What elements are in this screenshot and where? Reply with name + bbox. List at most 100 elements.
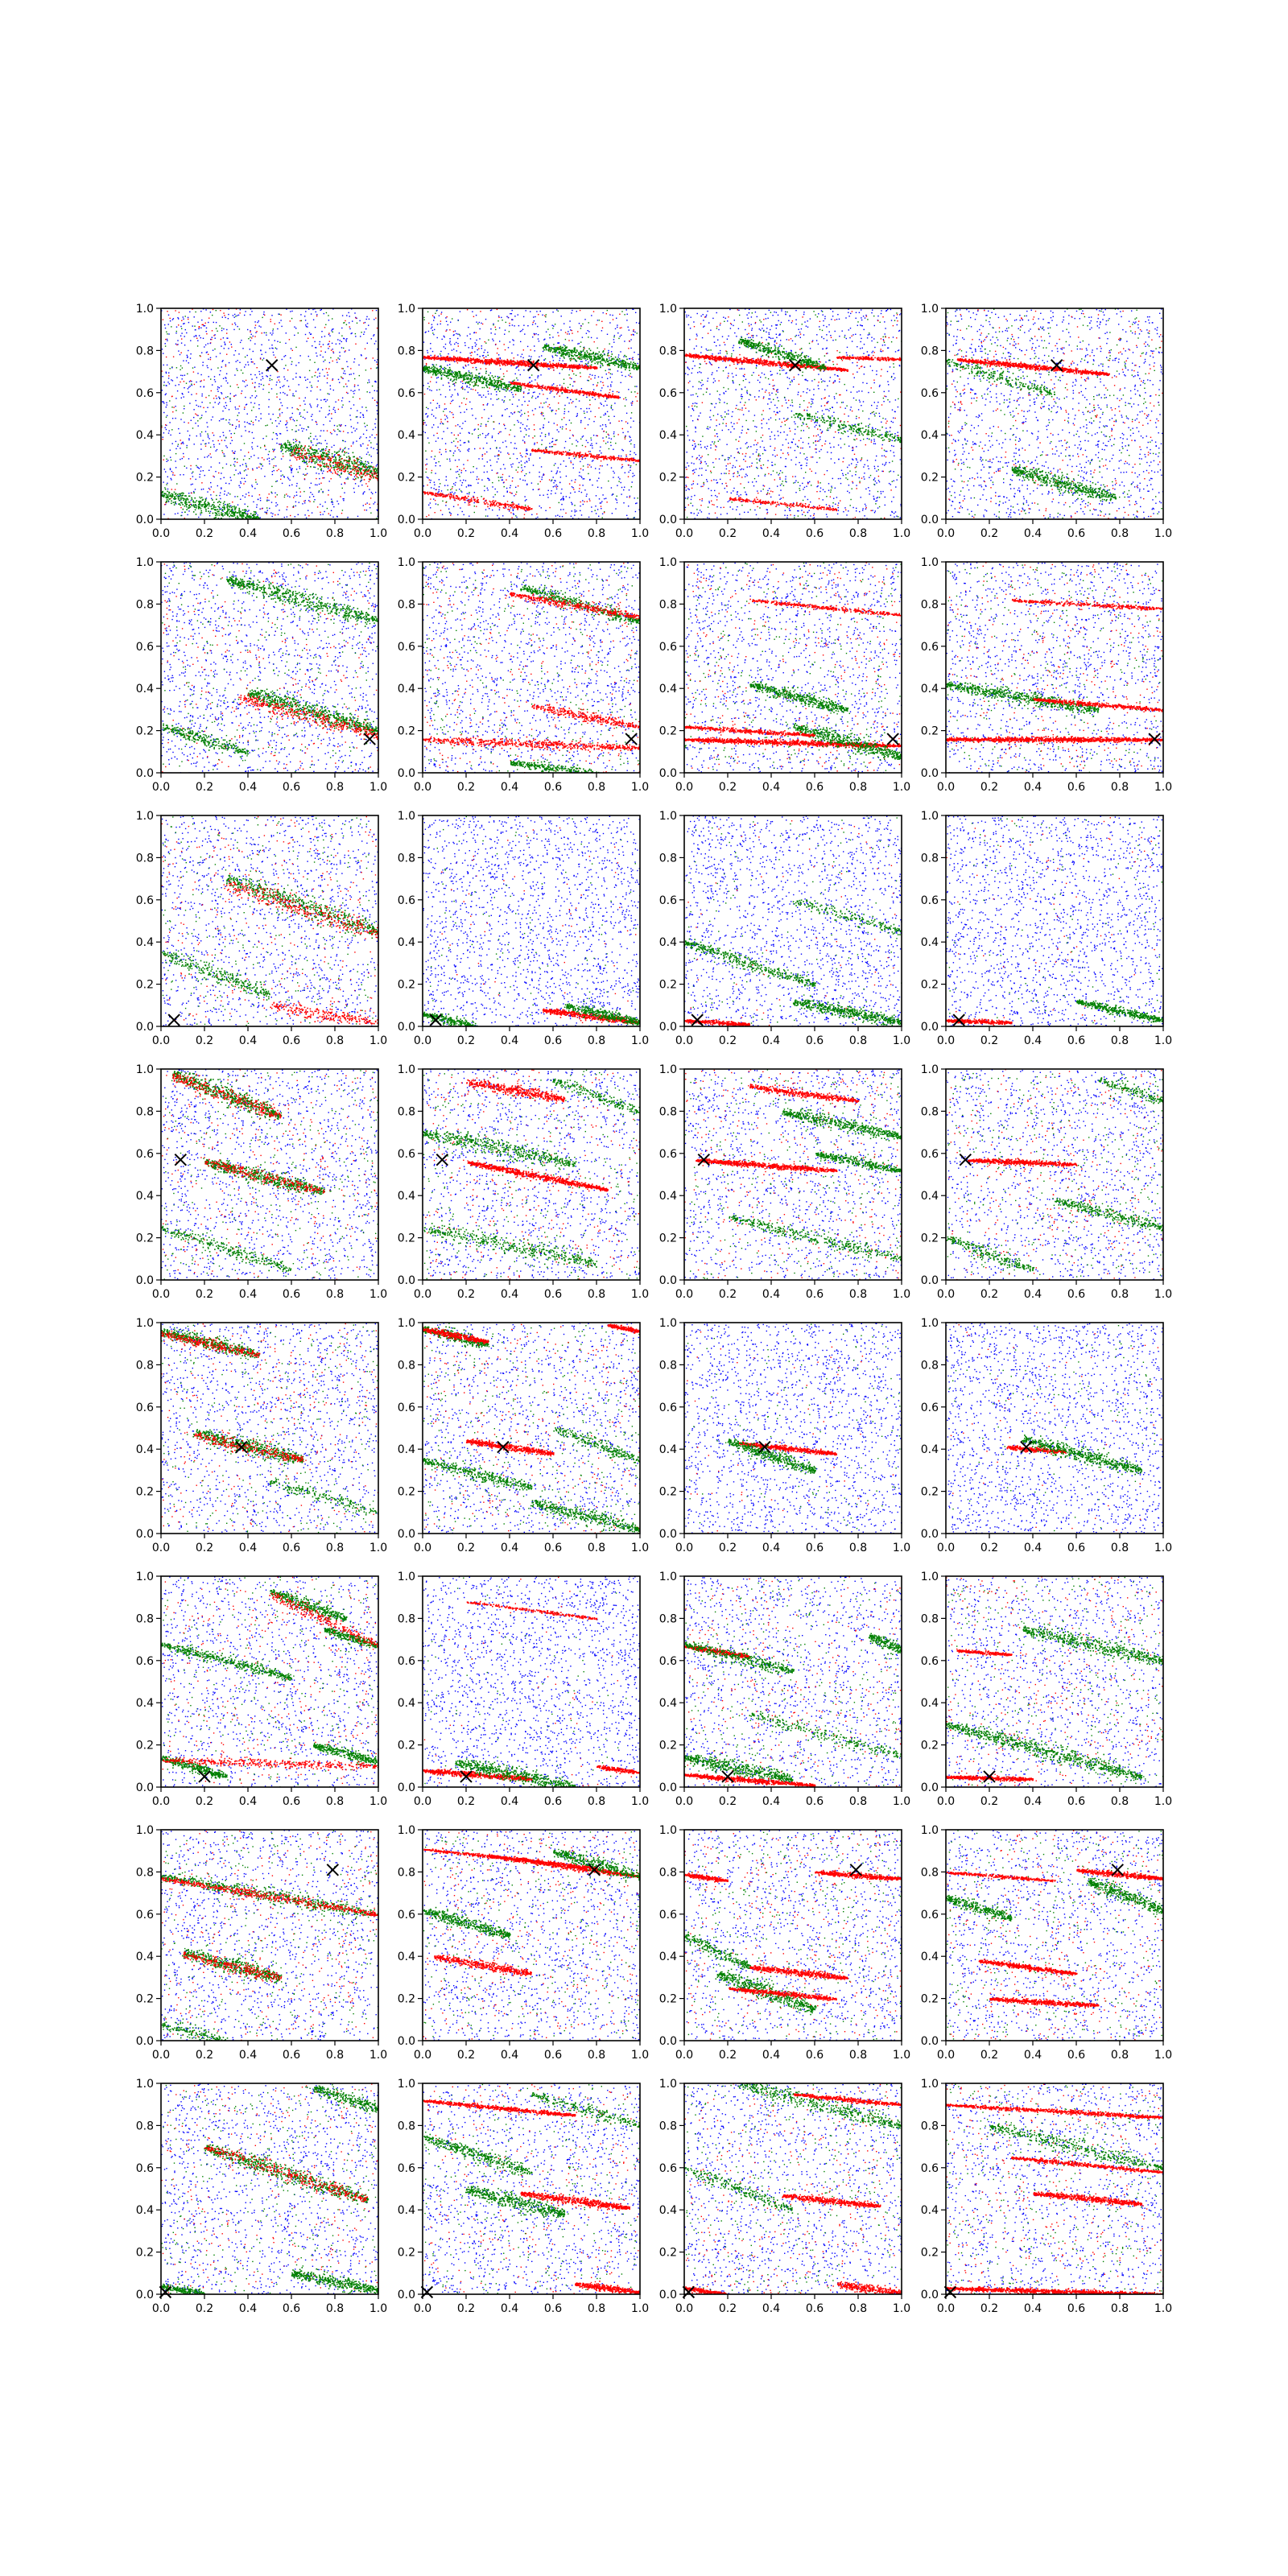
band-point (250, 515, 251, 517)
point (505, 396, 506, 397)
point (480, 368, 481, 369)
point (250, 374, 251, 375)
point (345, 478, 346, 479)
point (600, 465, 601, 466)
band-point (196, 514, 197, 515)
point (344, 492, 345, 493)
point (554, 347, 555, 348)
band-point (318, 464, 320, 466)
point (272, 348, 273, 349)
point (295, 390, 296, 391)
point (467, 493, 468, 494)
point (322, 369, 323, 370)
point (579, 343, 580, 344)
point (476, 332, 477, 333)
point (477, 482, 478, 483)
point (455, 451, 456, 452)
point (183, 453, 184, 454)
point (189, 381, 190, 382)
point (273, 354, 274, 355)
band-point (190, 506, 192, 508)
band-point (192, 505, 193, 506)
point (546, 344, 547, 345)
point (235, 428, 236, 429)
band-point (322, 461, 324, 463)
point (549, 404, 550, 405)
point (291, 407, 292, 408)
point (276, 443, 277, 444)
point (476, 506, 477, 507)
point (178, 350, 179, 351)
band-point (239, 508, 241, 510)
point (366, 316, 367, 317)
point (213, 491, 214, 492)
point (524, 443, 525, 444)
point (235, 408, 236, 409)
point (568, 411, 569, 412)
band-point (353, 466, 354, 468)
point (219, 462, 220, 463)
band-point (289, 444, 291, 446)
point (470, 472, 471, 473)
point (584, 489, 585, 490)
band-point (329, 464, 331, 465)
point (511, 313, 512, 314)
band-point (326, 464, 328, 466)
band-point (196, 500, 198, 502)
point (254, 374, 255, 375)
point (205, 411, 206, 412)
point (244, 366, 245, 367)
point (537, 382, 538, 383)
point (484, 472, 485, 473)
point (529, 472, 530, 473)
point (581, 361, 582, 362)
band-point (182, 504, 184, 506)
point (505, 409, 506, 410)
point (283, 356, 284, 357)
point (330, 357, 331, 358)
point (275, 502, 276, 503)
point (233, 354, 234, 355)
point (573, 468, 574, 469)
band-point (178, 504, 180, 506)
point (163, 412, 164, 413)
point (348, 432, 349, 433)
band-point (175, 502, 176, 503)
point (507, 452, 508, 453)
point (371, 492, 372, 493)
point (484, 352, 485, 353)
point (530, 356, 531, 357)
point (317, 406, 318, 407)
point (509, 331, 510, 332)
point (289, 480, 290, 481)
point (333, 429, 334, 430)
point (189, 402, 190, 403)
point (466, 486, 467, 487)
band-point (328, 459, 329, 460)
band-point (229, 511, 231, 513)
point (204, 456, 205, 457)
point (177, 390, 178, 391)
point (277, 371, 278, 372)
point (606, 405, 607, 406)
point (534, 392, 535, 393)
band-point (293, 447, 295, 448)
band-point (339, 460, 341, 461)
point (456, 350, 457, 351)
point (631, 377, 632, 378)
point (565, 466, 566, 467)
point (261, 379, 262, 380)
point (468, 440, 469, 441)
point (182, 375, 183, 376)
point (638, 358, 639, 359)
point (514, 443, 515, 444)
point (177, 513, 178, 514)
point (625, 399, 626, 400)
point (252, 496, 253, 497)
band-point (456, 361, 457, 362)
point (466, 398, 467, 399)
point (533, 322, 534, 323)
band-point (316, 445, 317, 447)
point (296, 440, 297, 441)
point (240, 487, 241, 488)
